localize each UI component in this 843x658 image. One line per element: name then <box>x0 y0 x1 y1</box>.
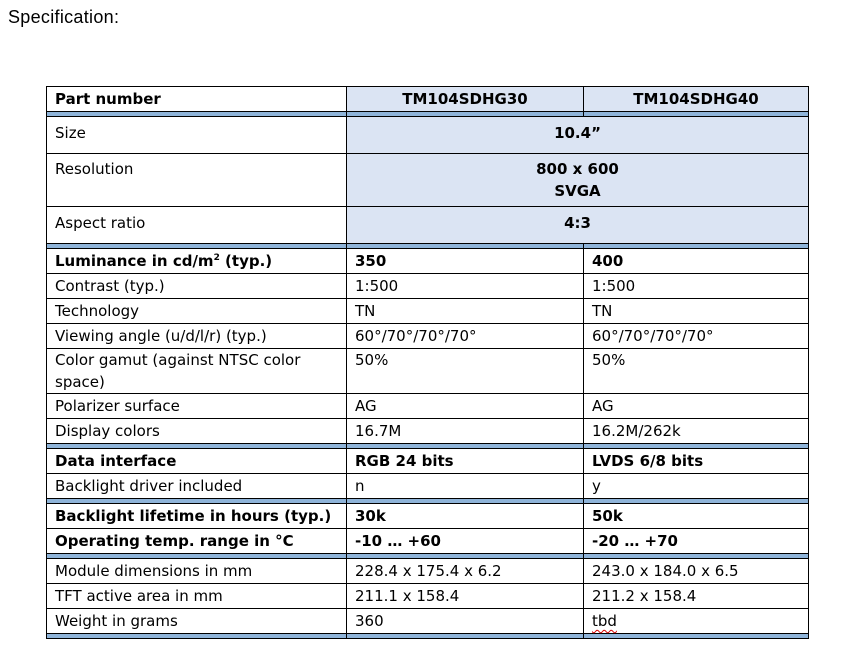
table-row: Color gamut (against NTSC color space) 5… <box>46 348 809 394</box>
table-row: Size 10.4” <box>46 116 809 154</box>
row-value-2: LVDS 6/8 bits <box>583 448 809 474</box>
row-value-1: 228.4 x 175.4 x 6.2 <box>346 558 584 584</box>
row-value-2: 211.2 x 158.4 <box>583 583 809 609</box>
table-row: Polarizer surface AG AG <box>46 393 809 419</box>
table-row: Viewing angle (u/d/l/r) (typ.) 60°/70°/7… <box>46 323 809 349</box>
page-title: Specification: <box>8 7 120 27</box>
table-row: TFT active area in mm 211.1 x 158.4 211.… <box>46 583 809 609</box>
table-row: Module dimensions in mm 228.4 x 175.4 x … <box>46 558 809 584</box>
row-value-1: 211.1 x 158.4 <box>346 583 584 609</box>
separator <box>46 633 809 639</box>
row-label: Backlight driver included <box>46 473 347 499</box>
row-label: Polarizer surface <box>46 393 347 419</box>
row-value-2: TN <box>583 298 809 324</box>
row-label: TFT active area in mm <box>46 583 347 609</box>
row-value-1: n <box>346 473 584 499</box>
row-label: Display colors <box>46 418 347 444</box>
row-value-1: AG <box>346 393 584 419</box>
row-value: 4:3 <box>346 206 809 244</box>
row-value-1: RGB 24 bits <box>346 448 584 474</box>
table-row: Display colors 16.7M 16.2M/262k <box>46 418 809 444</box>
header-model-1: TM104SDHG30 <box>346 86 584 112</box>
resolution-value: 800 x 600 <box>536 160 619 178</box>
row-value-1: TN <box>346 298 584 324</box>
row-label: Resolution <box>46 153 347 207</box>
row-label: Data interface <box>46 448 347 474</box>
row-label: Luminance in cd/m2 (typ.) <box>46 248 347 274</box>
row-label: Backlight lifetime in hours (typ.) <box>46 503 347 529</box>
row-value-2: 50k <box>583 503 809 529</box>
table-row: Backlight lifetime in hours (typ.) 30k 5… <box>46 503 809 529</box>
table-row: Luminance in cd/m2 (typ.) 350 400 <box>46 248 809 274</box>
spellcheck-word: tbd <box>592 612 617 630</box>
resolution-name: SVGA <box>554 182 601 200</box>
row-value-2: y <box>583 473 809 499</box>
table-row: Technology TN TN <box>46 298 809 324</box>
row-value-2: 60°/70°/70°/70° <box>583 323 809 349</box>
header-label: Part number <box>46 86 347 112</box>
row-label: Technology <box>46 298 347 324</box>
table-row: Operating temp. range in °C -10 … +60 -2… <box>46 528 809 554</box>
row-label: Viewing angle (u/d/l/r) (typ.) <box>46 323 347 349</box>
header-model-2: TM104SDHG40 <box>583 86 809 112</box>
row-label: Color gamut (against NTSC color space) <box>46 348 347 394</box>
row-value-1: 1:500 <box>346 273 584 299</box>
row-value-1: 350 <box>346 248 584 274</box>
spec-table: Part number TM104SDHG30 TM104SDHG40 Size… <box>46 86 809 639</box>
table-row: Aspect ratio 4:3 <box>46 206 809 244</box>
table-row: Weight in grams 360 tbd <box>46 608 809 634</box>
row-value-2: 50% <box>583 348 809 394</box>
row-label: Weight in grams <box>46 608 347 634</box>
row-label: Size <box>46 116 347 154</box>
row-value-2: -20 … +70 <box>583 528 809 554</box>
row-label: Contrast (typ.) <box>46 273 347 299</box>
table-row: Data interface RGB 24 bits LVDS 6/8 bits <box>46 448 809 474</box>
table-header-row: Part number TM104SDHG30 TM104SDHG40 <box>46 86 809 112</box>
row-label: Operating temp. range in °C <box>46 528 347 554</box>
row-value-1: 50% <box>346 348 584 394</box>
row-value-1: 16.7M <box>346 418 584 444</box>
row-label: Aspect ratio <box>46 206 347 244</box>
row-value-2: 16.2M/262k <box>583 418 809 444</box>
row-value-1: 360 <box>346 608 584 634</box>
row-value-2: 400 <box>583 248 809 274</box>
row-value: 800 x 600 SVGA <box>346 153 809 207</box>
table-row: Contrast (typ.) 1:500 1:500 <box>46 273 809 299</box>
row-value: 10.4” <box>346 116 809 154</box>
row-label: Module dimensions in mm <box>46 558 347 584</box>
table-row: Resolution 800 x 600 SVGA <box>46 153 809 207</box>
row-value-2: AG <box>583 393 809 419</box>
row-value-1: 60°/70°/70°/70° <box>346 323 584 349</box>
row-value-1: 30k <box>346 503 584 529</box>
row-value-2: 1:500 <box>583 273 809 299</box>
table-row: Backlight driver included n y <box>46 473 809 499</box>
row-value-1: -10 … +60 <box>346 528 584 554</box>
row-value-2: 243.0 x 184.0 x 6.5 <box>583 558 809 584</box>
row-value-2: tbd <box>583 608 809 634</box>
